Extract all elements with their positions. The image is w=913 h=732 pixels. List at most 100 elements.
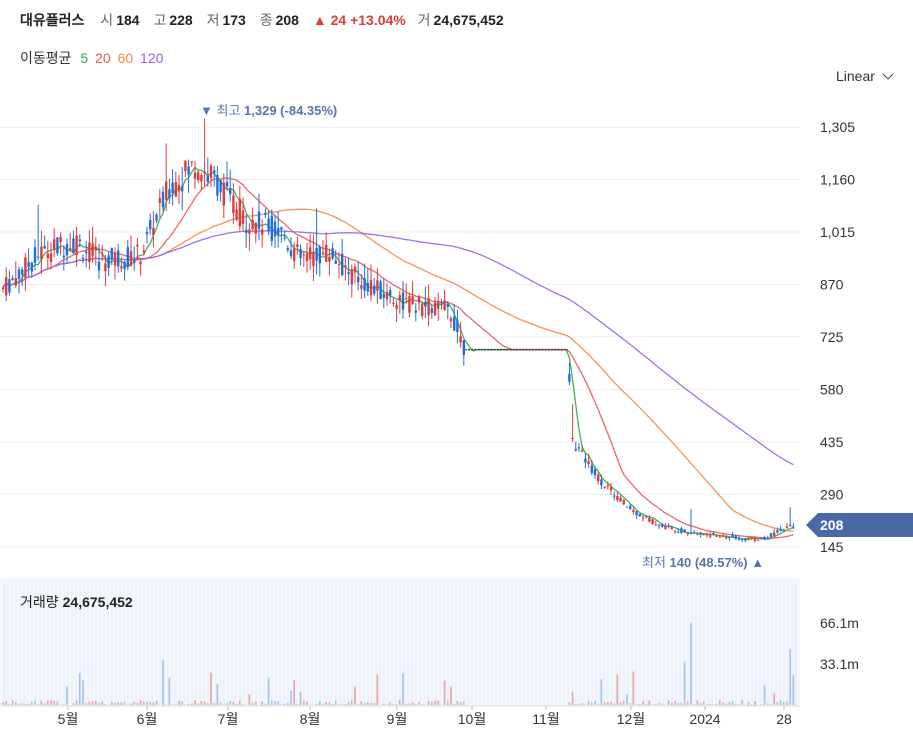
volume-bar: [437, 700, 439, 705]
volume-bar: [639, 704, 641, 705]
ma-legend-label: 이동평균: [20, 50, 72, 66]
candle-body: [110, 248, 113, 260]
volume-bar: [383, 703, 385, 705]
volume-bar: [693, 704, 695, 705]
candle-body: [14, 278, 17, 286]
volume-bar: [626, 694, 628, 705]
candle-body: [385, 292, 389, 300]
candle-body: [104, 263, 107, 272]
x-tick-label: 5월: [58, 711, 79, 727]
volume-bar: [197, 703, 199, 705]
candle-body: [593, 469, 597, 476]
candle-body: [696, 533, 699, 535]
volume-bar: [661, 703, 663, 705]
candle-body: [49, 253, 53, 263]
candle-body: [5, 277, 8, 296]
current-price-tag: 208: [806, 513, 913, 537]
volume-bar: [88, 701, 91, 705]
candle-body: [213, 170, 216, 174]
volume-bar: [18, 703, 20, 705]
candle-body: [405, 298, 408, 300]
ma-legend: 이동평균 5 20 60 120: [20, 48, 168, 68]
volume-bar: [191, 703, 193, 705]
candle-body: [171, 182, 174, 193]
volume-bar: [303, 700, 305, 705]
volume-bar: [645, 704, 647, 705]
volume-label: 거: [417, 12, 431, 28]
volume-bar: [392, 704, 395, 705]
candle-body: [651, 519, 654, 525]
volume-bar: [399, 700, 401, 705]
candle-body: [129, 251, 133, 266]
volume-bar: [133, 701, 135, 705]
volume-bar: [95, 700, 97, 705]
candle-body: [27, 262, 30, 267]
ma-5-line: [2, 166, 794, 541]
volume-tick-label: 33.1m: [820, 656, 859, 672]
volume-bar: [296, 704, 299, 705]
scale-value: Linear: [836, 68, 875, 84]
candle-body: [792, 526, 795, 528]
candle-body: [347, 271, 350, 275]
candle-body: [101, 253, 104, 255]
candle-body: [241, 210, 245, 224]
volume-bar: [149, 702, 151, 705]
candle-body: [337, 264, 341, 266]
volume-bar: [581, 703, 583, 705]
candle-body: [427, 298, 430, 316]
candle-body: [648, 517, 651, 522]
candle-body: [747, 537, 750, 539]
high-annotation: ▼ 최고 1,329 (-84.35%): [200, 103, 337, 118]
volume-bar: [591, 702, 593, 705]
candle-body: [219, 180, 222, 193]
volume-bar: [389, 702, 391, 705]
candle-body: [408, 296, 411, 313]
candle-body: [350, 269, 353, 285]
scale-selector[interactable]: Linear: [836, 68, 894, 84]
low-label: 최저: [642, 555, 666, 570]
volume-bar: [696, 700, 699, 705]
candle-body: [136, 244, 139, 247]
candle-body: [683, 529, 686, 533]
candle-body: [78, 239, 81, 242]
volume-bar: [63, 704, 65, 705]
ma-120-label[interactable]: 120: [140, 50, 164, 66]
volume-bar: [72, 702, 75, 705]
candle-body: [209, 165, 213, 178]
ma-60-label[interactable]: 60: [117, 50, 134, 66]
candle-body: [232, 195, 235, 214]
volume-bar: [200, 700, 203, 705]
volume-bar: [450, 686, 452, 705]
candle-body: [437, 301, 440, 309]
volume-bar: [280, 704, 283, 705]
volume-bar: [325, 701, 327, 705]
volume-bar: [322, 704, 324, 705]
candle-body: [85, 251, 88, 254]
candle-body: [312, 252, 315, 266]
candle-body: [363, 278, 366, 291]
candle-body: [123, 261, 126, 270]
volume-bar: [415, 704, 417, 705]
candle-body: [632, 509, 635, 513]
high-value: 228: [169, 12, 193, 28]
candle-body: [334, 260, 337, 264]
volume-bar: [706, 704, 708, 705]
volume-bar: [370, 702, 372, 705]
price-tick-label: 145: [820, 539, 844, 555]
volume-bar: [783, 702, 785, 705]
candle-body: [149, 219, 152, 230]
volume-bar: [283, 703, 286, 705]
volume-panel-label: 거래량 24,675,452: [20, 592, 133, 612]
volume-bar: [760, 704, 763, 705]
candle-body: [782, 530, 785, 532]
volume-bar: [290, 691, 292, 705]
candle-body: [11, 278, 14, 281]
candle-body: [56, 237, 59, 254]
volume-bar: [338, 704, 340, 705]
candle-body: [603, 486, 606, 488]
volume-tick-label: 66.1m: [820, 615, 859, 631]
ma-5-label[interactable]: 5: [80, 50, 89, 66]
ma-20-label[interactable]: 20: [95, 50, 111, 66]
candle-body: [261, 229, 264, 235]
